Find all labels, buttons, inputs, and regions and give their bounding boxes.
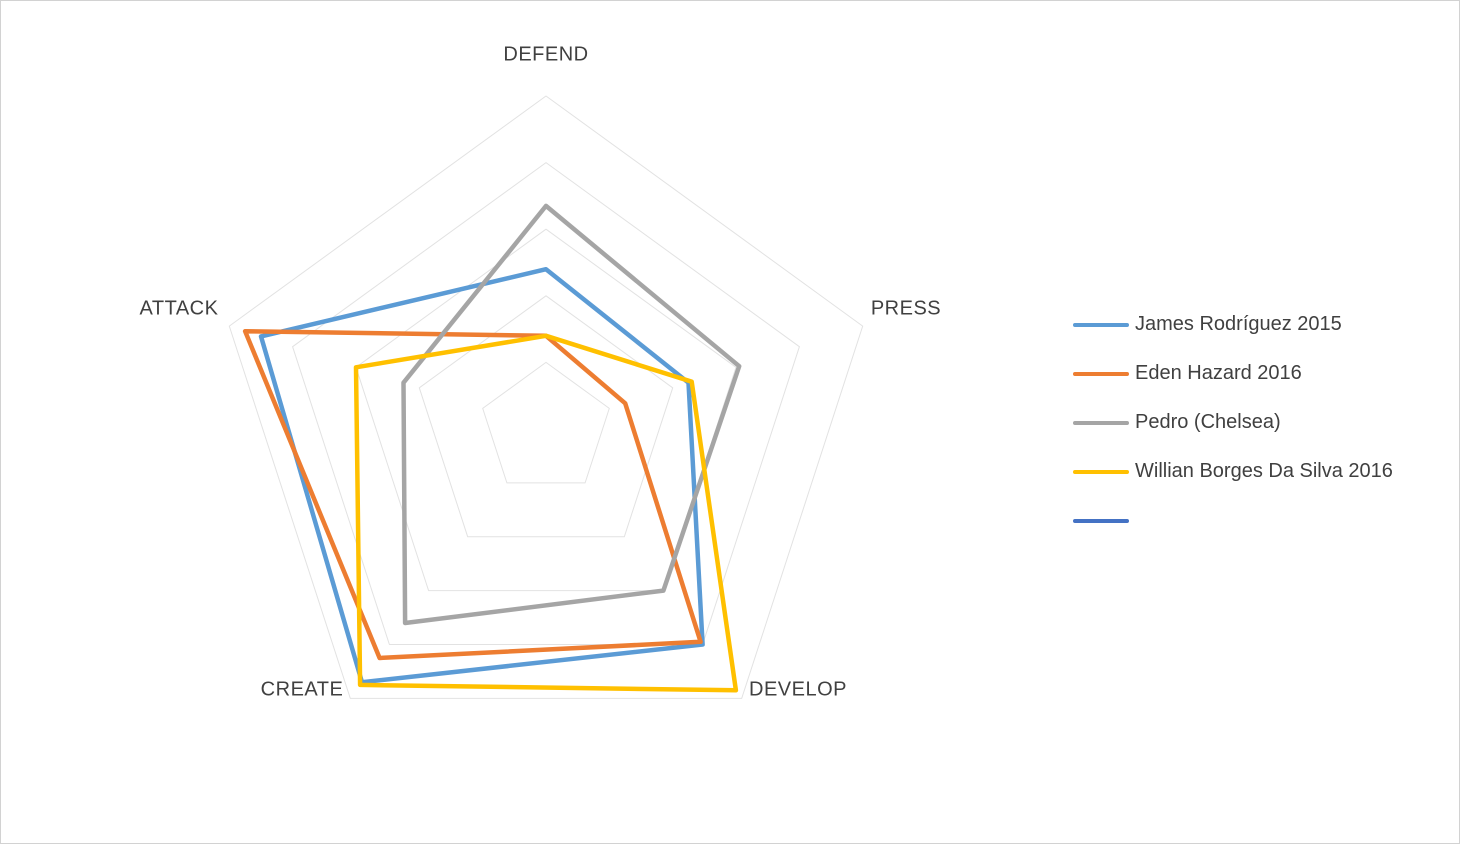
grid-ring [482,361,610,484]
legend-line-swatch [1073,371,1129,376]
legend-line-swatch [1073,518,1129,523]
axis-label-develop: DEVELOP [749,678,847,701]
series-polygon [242,328,703,661]
grid-ring [418,295,674,538]
legend-item-pedro-chelsea[interactable]: Pedro (Chelsea) [1073,398,1393,447]
radar-chart [228,95,864,699]
series-polygon [353,333,739,693]
chart-legend: James Rodríguez 2015 Eden Hazard 2016 Pe… [1073,300,1393,545]
legend-line-swatch [1073,469,1129,474]
legend-item-willian-borges-da-silva-2016[interactable]: Willian Borges Da Silva 2016 [1073,447,1393,496]
grid-ring [355,228,737,592]
grid-ring [292,162,800,645]
axis-label-press: PRESS [870,297,942,320]
legend-line-swatch [1073,322,1129,327]
axis-label-create: CREATE [260,678,344,701]
legend-item-empty-series[interactable] [1073,496,1393,545]
axis-label-attack: ATTACK [139,297,219,320]
series-polygon [258,266,705,685]
grid-ring [228,95,864,699]
legend-item-eden-hazard-2016[interactable]: Eden Hazard 2016 [1073,349,1393,398]
legend-label: Pedro (Chelsea) [1135,411,1281,433]
legend-line-swatch [1073,420,1129,425]
legend-label: James Rodríguez 2015 [1135,313,1342,335]
legend-label: Willian Borges Da Silva 2016 [1135,460,1393,482]
axis-label-defend: DEFEND [503,43,589,66]
legend-label: Eden Hazard 2016 [1135,362,1302,384]
legend-item-james-rodriguez-2015[interactable]: James Rodríguez 2015 [1073,300,1393,349]
